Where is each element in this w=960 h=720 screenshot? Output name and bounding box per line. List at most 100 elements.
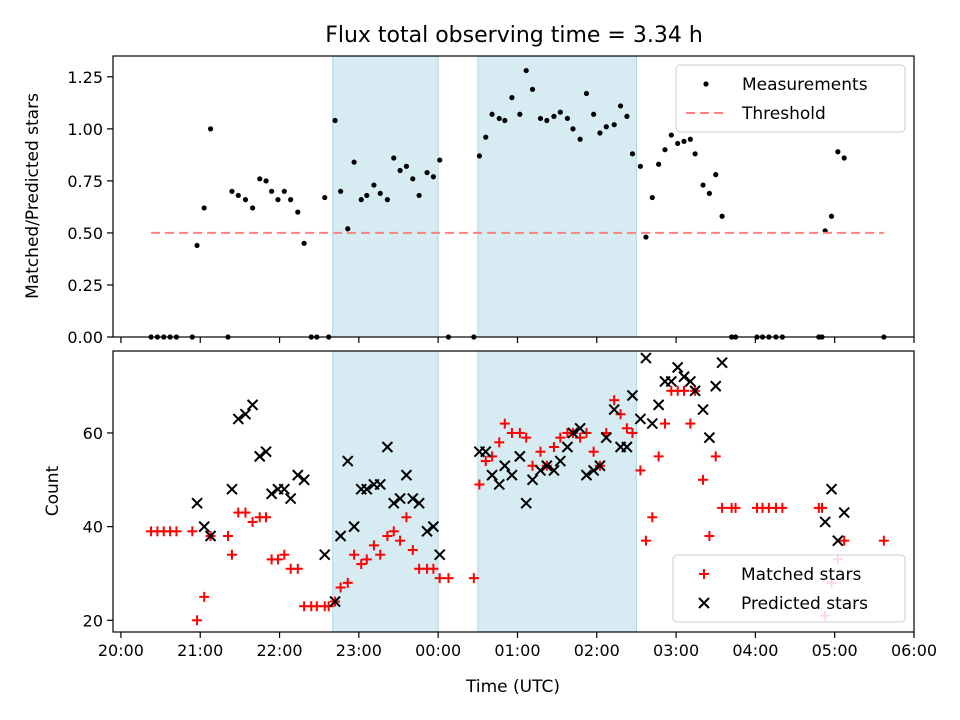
matched-star-marker (279, 549, 290, 560)
matched-star-marker (817, 502, 828, 513)
predicted-star-marker-b (703, 431, 716, 444)
predicted-star-marker-b (640, 352, 652, 364)
predicted-star-marker-b (427, 520, 440, 533)
bottom-y-axis-ticks: 20 40 60 (83, 424, 113, 630)
predicted-star-marker-b (541, 460, 553, 472)
predicted-star-marker-b (298, 474, 310, 486)
predicted-star-marker-b (480, 445, 492, 458)
bottom-legend: Matched stars Predicted stars (672, 554, 906, 623)
measurement-point (841, 155, 847, 161)
legend-measurement-marker (703, 81, 709, 87)
top-x-ticks (120, 337, 915, 343)
matched-star-marker (494, 437, 505, 448)
predicted-star-marker (698, 597, 710, 609)
matched-star-marker (777, 502, 788, 513)
measurement-point (345, 226, 351, 232)
predicted-star-marker-b (526, 474, 539, 486)
predicted-star-marker-b (292, 469, 304, 481)
matched-star-marker (609, 395, 620, 406)
shaded-interval (477, 350, 637, 633)
predicted-star-marker (480, 445, 492, 458)
predicted-star-marker-b (574, 422, 586, 434)
predicted-star-marker-b (191, 497, 203, 509)
measurement-point (523, 67, 529, 74)
predicted-star-marker (580, 469, 593, 481)
predicted-star-marker (348, 520, 360, 533)
measurement-point (496, 115, 502, 122)
predicted-star-marker (640, 352, 652, 364)
predicted-star-marker (574, 422, 586, 434)
predicted-star-marker (499, 460, 511, 472)
predicted-star-marker-b (361, 483, 373, 495)
predicted-star-marker-b (226, 483, 238, 495)
measurement-point (656, 161, 662, 167)
top-plot-frame (112, 55, 915, 338)
matched-star-marker (247, 516, 258, 527)
matched-star-marker (272, 554, 283, 565)
predicted-star-marker-b (407, 492, 419, 505)
measurement-point (338, 188, 344, 194)
legend-measurements-label: Measurements (742, 75, 868, 95)
predicted-star-marker-b (608, 403, 620, 416)
matched-star-marker (635, 465, 646, 476)
predicted-star-marker-b (652, 399, 665, 411)
predicted-star-marker (388, 497, 400, 509)
predicted-star-marker (646, 417, 658, 430)
y-tick-label: 1.25 (67, 68, 103, 87)
predicted-star-marker (394, 492, 406, 505)
predicted-star-marker-b (239, 408, 252, 420)
predicted-star-marker (594, 460, 606, 472)
predicted-star-marker (413, 497, 425, 509)
measurement-point (391, 155, 397, 161)
bottom-data-marks (146, 352, 889, 626)
matched-star-marker (382, 530, 393, 541)
measurement-point (384, 197, 391, 203)
bottom-shaded-intervals (332, 350, 637, 633)
y-tick-label: 1.00 (67, 120, 103, 139)
matched-star-marker (698, 474, 709, 485)
chart-title: Flux total observing time = 3.34 h (325, 23, 703, 48)
measurement-point (288, 197, 294, 203)
predicted-star-marker-b (697, 403, 709, 416)
y-tick-label: 0.50 (67, 224, 103, 243)
measurement-point (403, 163, 410, 169)
predicted-star-marker-b (819, 516, 831, 528)
measurement-point (577, 136, 583, 142)
matched-star-marker (717, 502, 728, 513)
matched-star-marker (710, 451, 721, 462)
predicted-star-marker (587, 464, 600, 477)
measurement-point (229, 188, 235, 194)
predicted-star-marker-b (246, 399, 259, 411)
shaded-interval (477, 55, 637, 338)
measurement-point (835, 149, 841, 155)
matched-star-marker (171, 526, 182, 537)
predicted-star-marker (819, 516, 831, 528)
matched-star-marker (361, 554, 372, 565)
predicted-star-marker-b (388, 497, 400, 509)
predicted-star-marker (486, 469, 498, 481)
predicted-star-marker-b (600, 431, 612, 444)
measurement-point (681, 138, 687, 144)
predicted-star-marker-b (587, 464, 600, 477)
measurement-point (649, 194, 655, 201)
predicted-star-marker (319, 549, 331, 561)
predicted-star-marker (265, 488, 278, 500)
predicted-star-marker-b (334, 530, 347, 542)
y-tick-label: 0.00 (67, 328, 103, 347)
predicted-star-marker (671, 361, 684, 374)
measurement-point (557, 109, 563, 115)
measurement-point (257, 176, 263, 182)
matched-star-marker (192, 615, 203, 626)
predicted-star-marker (710, 380, 722, 392)
measurement-point (597, 130, 603, 136)
predicted-star-marker-b (554, 455, 566, 467)
matched-star-marker (226, 549, 237, 560)
x-axis-label: Time (UTC) (465, 677, 560, 697)
predicted-star-marker-b (678, 371, 690, 383)
measurement-point (517, 111, 523, 117)
legend-predicted-label: Predicted stars (741, 594, 868, 614)
predicted-star-marker (292, 469, 304, 481)
predicted-star-marker-b (671, 361, 684, 374)
predicted-star-marker-b (594, 460, 606, 472)
bottom-y-axis-label: Count (43, 465, 63, 516)
